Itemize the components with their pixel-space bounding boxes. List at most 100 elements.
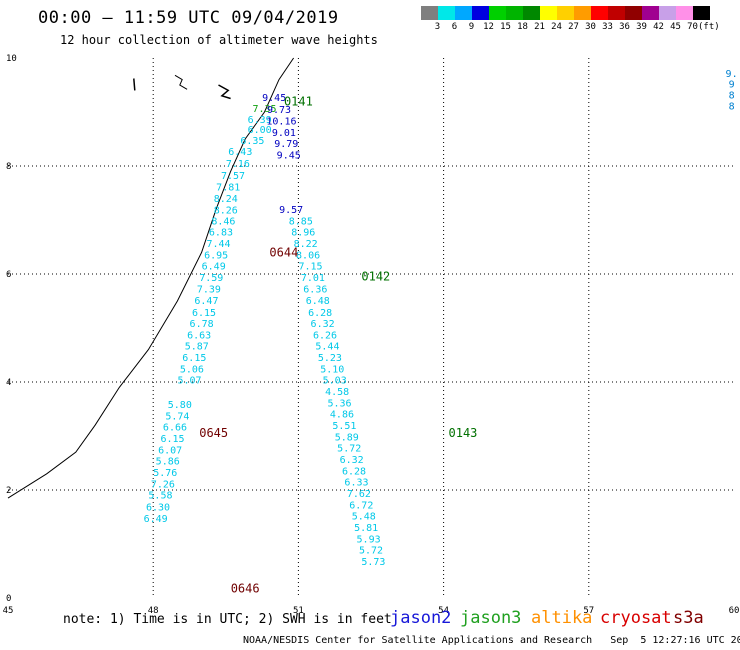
- wave-height-point: 5.23: [318, 353, 342, 364]
- legend-swatch: [455, 6, 472, 20]
- footer-credit: NOAA/NESDIS Center for Satellite Applica…: [243, 635, 740, 646]
- legend-swatch: [642, 6, 659, 20]
- wave-height-point: 6.15: [192, 308, 216, 319]
- legend-label: 45: [670, 22, 681, 32]
- legend-swatch: [676, 6, 693, 20]
- wave-height-point: 6.26: [313, 330, 337, 341]
- wave-height-point: 5.44: [315, 342, 339, 353]
- footer-note: note: 1) Time is in UTC; 2) SWH is in fe…: [63, 612, 392, 627]
- wave-height-point: 6.07: [158, 445, 182, 456]
- wave-height-point: 6.48: [306, 296, 330, 307]
- wave-height-point: 7.01: [301, 273, 325, 284]
- wave-height-point: 8: [729, 101, 735, 112]
- satellite-jason2: jason2: [390, 608, 452, 628]
- wave-height-point: 6.32: [340, 455, 364, 466]
- y-tick-label: 0: [6, 594, 11, 604]
- satellite-altika: altika: [531, 608, 593, 628]
- wave-height-point: 7.44: [206, 239, 230, 250]
- wave-height-point: 8.96: [291, 228, 315, 239]
- wave-height-point: 6.33: [344, 478, 368, 489]
- legend-swatch: [472, 6, 489, 20]
- wave-height-point: 5.81: [354, 523, 378, 534]
- legend-swatch: [659, 6, 676, 20]
- satellite-jason3: jason3: [460, 608, 522, 628]
- wave-height-point: 9.57: [279, 205, 303, 216]
- pass-time-label: 0142: [361, 269, 390, 283]
- legend-label: 30: [585, 22, 596, 32]
- legend-label: 9: [468, 22, 475, 32]
- pass-time-label: 0646: [231, 582, 260, 596]
- wave-height-point: 9.73: [267, 105, 291, 116]
- wave-height-point: 6.47: [194, 296, 218, 307]
- wave-height-point: 5.87: [185, 342, 209, 353]
- legend-label: 36: [619, 22, 630, 32]
- wave-height-point: 4.58: [325, 387, 349, 398]
- wave-height-point: 6.15: [161, 434, 185, 445]
- wave-height-point: 5.86: [156, 457, 180, 468]
- wave-height-point: 6.66: [163, 423, 187, 434]
- legend-label: 70: [687, 22, 698, 32]
- wave-height-point: 7.62: [347, 489, 371, 500]
- wave-height-point: 5.48: [352, 512, 376, 523]
- wave-height-point: 9.45: [262, 93, 286, 104]
- wave-height-point: 6.78: [190, 319, 214, 330]
- legend-swatch: [421, 6, 438, 20]
- wave-height-point: 4.86: [330, 410, 354, 421]
- pass-time-label: 0645: [199, 426, 228, 440]
- wave-height-point: 5.03: [323, 376, 347, 387]
- legend-label: 24: [551, 22, 562, 32]
- wave-height-point: 6.32: [311, 319, 335, 330]
- wave-height-point: 8.22: [294, 239, 318, 250]
- legend-label: 21: [534, 22, 545, 32]
- wave-height-point: 8.24: [214, 194, 238, 205]
- legend-swatch: [506, 6, 523, 20]
- wave-height-point: 6.83: [209, 228, 233, 239]
- legend-unit: (ft): [698, 22, 720, 32]
- legend-label: 18: [517, 22, 528, 32]
- y-tick-label: 6: [6, 270, 11, 280]
- wave-height-point: 5.74: [165, 411, 189, 422]
- pass-time-label: 0143: [449, 426, 478, 440]
- wave-height-point: 5.10: [320, 364, 344, 375]
- wave-height-point: 6.72: [349, 500, 373, 511]
- wave-height-point: 7.81: [216, 182, 240, 193]
- wave-height-point: 6.95: [204, 250, 228, 261]
- wave-height-point: 6.49: [202, 262, 226, 273]
- x-tick-label: 45: [3, 606, 14, 616]
- wave-height-point: 5.07: [177, 376, 201, 387]
- wave-height-point: 6.63: [187, 330, 211, 341]
- wave-height-point: 5.80: [168, 400, 192, 411]
- legend-swatch: [540, 6, 557, 20]
- legend-label: 6: [451, 22, 458, 32]
- legend-label: 12: [483, 22, 494, 32]
- y-tick-label: 2: [6, 486, 11, 496]
- wave-height-point: 7.16: [226, 159, 250, 170]
- x-tick-label: 60: [729, 606, 740, 616]
- x-tick-label: 57: [583, 606, 594, 616]
- legend-label: 27: [568, 22, 579, 32]
- pass-time-label: 0644: [269, 246, 298, 260]
- chart-subtitle: 12 hour collection of altimeter wave hei…: [60, 33, 378, 47]
- wave-height-point: 7.15: [298, 262, 322, 273]
- legend-swatch: [591, 6, 608, 20]
- wave-height-point: 8.85: [289, 216, 313, 227]
- chart-title: 00:00 – 11:59 UTC 09/04/2019: [38, 8, 339, 28]
- color-legend: [421, 6, 710, 20]
- y-tick-label: 10: [6, 54, 17, 64]
- legend-label: 42: [653, 22, 664, 32]
- wave-height-point: 6.49: [144, 514, 168, 525]
- wave-height-point: 5.36: [327, 398, 351, 409]
- coastline: [7, 57, 295, 499]
- wave-height-point: 7.26: [151, 479, 175, 490]
- legend-label: 33: [602, 22, 613, 32]
- pass-time-label: 0141: [284, 95, 313, 109]
- wave-height-point: 10.16: [266, 116, 296, 127]
- wave-height-point: 6.36: [303, 284, 327, 295]
- wave-height-point: 9.45: [277, 150, 301, 161]
- wave-height-point: 6.35: [240, 136, 264, 147]
- island-outline: [133, 78, 136, 91]
- legend-swatch: [438, 6, 455, 20]
- legend-swatch: [523, 6, 540, 20]
- legend-swatch: [489, 6, 506, 20]
- legend-label: 15: [500, 22, 511, 32]
